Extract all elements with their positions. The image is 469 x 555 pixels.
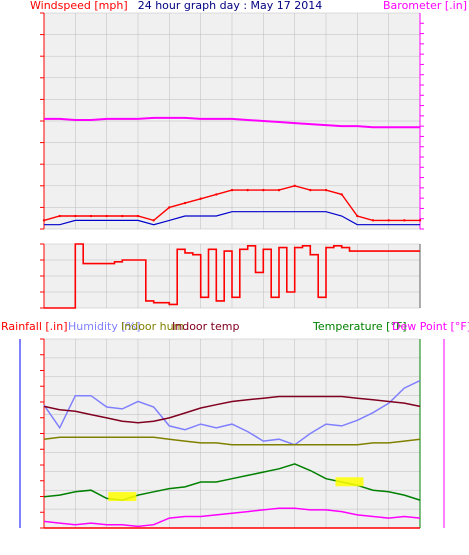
legend-indoor-temp: Indoor temp <box>172 320 239 333</box>
windspeed-point <box>309 188 312 192</box>
wind-direction-line <box>44 243 420 309</box>
windspeed-point <box>168 206 171 209</box>
humidity-line <box>43 379 421 446</box>
wind-baro-series <box>42 116 422 226</box>
windspeed-point <box>58 214 61 218</box>
windspeed-axis-title: Windspeed [mph] <box>30 0 128 12</box>
windspeed-point <box>199 197 202 200</box>
min-temp-marker <box>108 492 137 502</box>
windspeed-point <box>152 219 155 222</box>
direction-series <box>44 243 420 309</box>
humidity-axis-title: Humidity [%] <box>68 320 140 333</box>
windspeed-point <box>42 219 46 222</box>
windspeed-point <box>277 188 281 192</box>
barometer-line <box>44 116 420 129</box>
temp-hum-series <box>43 379 421 529</box>
min-temp-marker <box>335 477 364 487</box>
windspeed-point <box>74 214 77 218</box>
windspeed-point <box>340 193 343 196</box>
windspeed-point <box>403 219 406 222</box>
windspeed-point <box>183 201 187 205</box>
windspeed-point <box>371 219 375 222</box>
direction-axes <box>40 243 421 309</box>
wind-baro-axes <box>40 12 424 230</box>
barometer-axis-title: Barometer [.in] <box>383 0 467 12</box>
windspeed-point <box>387 219 390 222</box>
windspeed-point <box>324 188 328 192</box>
windspeed-point <box>293 184 296 187</box>
dewpoint-line <box>43 507 421 528</box>
legend-indoor-hum: Indoor hum <box>121 320 184 333</box>
windspeed-point <box>230 188 234 192</box>
windspeed-point <box>215 193 218 196</box>
chart-title: 24 hour graph day : May 17 2014 <box>138 0 323 12</box>
indoor-hum-line <box>43 436 421 446</box>
dewpoint-axis-title: Dew Point [°F] <box>392 320 469 333</box>
indoor-temp-line <box>43 395 421 424</box>
windspeed-point <box>121 214 124 218</box>
windspeed-point <box>418 219 422 222</box>
rainfall-axis-title: Rainfall [.in] <box>1 320 68 333</box>
windspeed-point <box>89 214 93 218</box>
windspeed-point <box>262 188 265 192</box>
windspeed-point <box>136 214 140 218</box>
windspeed-point <box>356 214 359 218</box>
temp-hum-annotations <box>108 477 364 502</box>
windspeed-point <box>105 214 108 218</box>
wind-average-line <box>44 211 420 226</box>
temperature-axis-title: Temperature [°F] <box>312 320 407 333</box>
windspeed-point <box>246 188 249 192</box>
